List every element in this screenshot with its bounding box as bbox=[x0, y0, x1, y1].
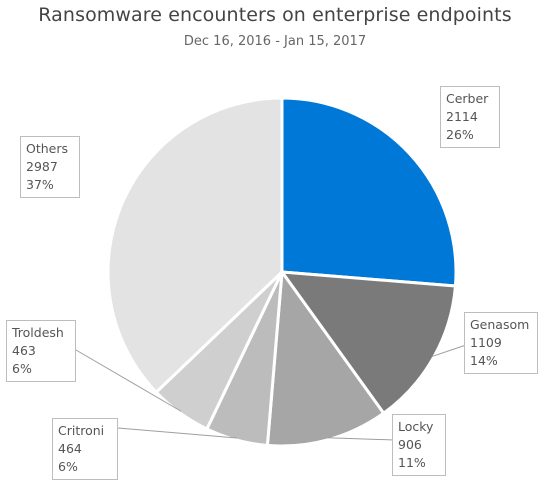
label-name: Critroni bbox=[58, 423, 105, 438]
label-value: 464 bbox=[58, 441, 82, 456]
label-value: 2987 bbox=[26, 159, 58, 174]
label-percent: 6% bbox=[12, 361, 32, 376]
label-name: Genasom bbox=[470, 317, 530, 332]
label-name: Troldesh bbox=[12, 325, 64, 340]
label-percent: 11% bbox=[398, 455, 426, 470]
pie-slice-genasom bbox=[278, 270, 458, 416]
leader-line-critroni bbox=[117, 427, 237, 439]
leader-line-locky bbox=[327, 437, 395, 441]
label-name: Others bbox=[26, 141, 69, 156]
pie-slice-cerber bbox=[280, 96, 458, 288]
data-label-troldesh: Troldesh 463 6% bbox=[6, 320, 76, 382]
label-percent: 26% bbox=[446, 127, 474, 142]
data-label-genasom: Genasom 1109 14% bbox=[464, 312, 538, 374]
data-label-cerber: Cerber 2114 26% bbox=[440, 86, 500, 148]
chart-subtitle: Dec 16, 2016 - Jan 15, 2017 bbox=[183, 34, 367, 49]
label-value: 1109 bbox=[470, 335, 502, 350]
label-percent: 6% bbox=[58, 459, 78, 474]
label-value: 2114 bbox=[446, 109, 478, 124]
data-label-others: Others 2987 37% bbox=[20, 136, 80, 198]
data-label-critroni: Critroni 464 6% bbox=[52, 418, 118, 480]
pie-slice-locky bbox=[265, 267, 386, 448]
pie-slice-others bbox=[106, 96, 284, 395]
leader-line-genasom bbox=[431, 344, 467, 358]
label-name: Locky bbox=[398, 419, 434, 434]
chart-title: Ransomware encounters on enterprise endp… bbox=[38, 4, 512, 26]
leader-line-troldesh bbox=[75, 349, 182, 412]
label-value: 906 bbox=[398, 437, 422, 452]
label-name: Cerber bbox=[446, 91, 489, 106]
label-value: 463 bbox=[12, 343, 36, 358]
data-label-locky: Locky 906 11% bbox=[392, 414, 446, 476]
label-percent: 37% bbox=[26, 177, 54, 192]
label-percent: 14% bbox=[470, 353, 498, 368]
